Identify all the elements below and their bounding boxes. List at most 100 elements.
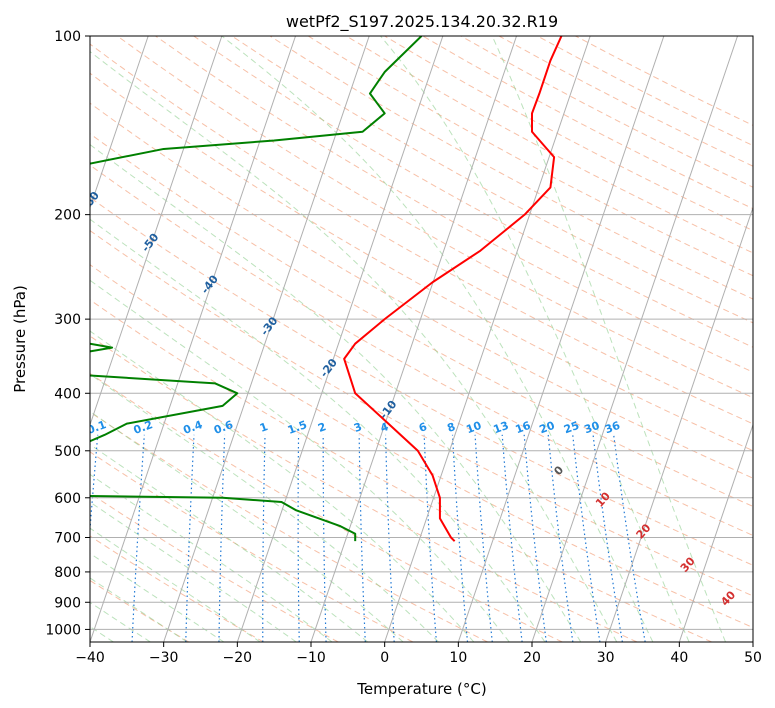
isotherm-line (457, 36, 665, 642)
dry-adiabat-line (307, 36, 753, 277)
dry-adiabat-line (90, 335, 638, 642)
moist-adiabat-line (90, 473, 333, 642)
mixing-ratio-line (384, 434, 395, 642)
y-tick-label: 300 (54, 312, 81, 328)
mixing-ratio-label: 1 (258, 420, 270, 435)
moist-adiabat-line (491, 36, 727, 642)
y-tick-label: 400 (54, 386, 81, 402)
dry-adiabat-line (90, 133, 753, 507)
isotherm-label: -20 (318, 356, 341, 380)
mixing-ratio-label: 36 (603, 419, 622, 437)
mixing-ratio-label: 13 (492, 419, 511, 436)
moist-adiabat-line (90, 527, 261, 642)
dry-adiabat-line (498, 36, 753, 167)
dry-adiabat-line (90, 451, 414, 642)
y-axis-label: Pressure (hPa) (11, 285, 29, 393)
isotherm-line (605, 206, 753, 642)
mixing-ratio-line (572, 434, 601, 642)
isotherm-label: -60 (80, 189, 103, 213)
y-tick-label: 700 (54, 531, 81, 547)
moist-adiabat-label: 0 (551, 463, 566, 478)
mixing-ratio-labels: 0.1 0.2 0.4 0.6 1 1.5 2 3 4 6 8 10 13 16 20 25 30 36 (90, 418, 622, 437)
dry-adiabat-line (193, 36, 753, 348)
moist-adiabat-line (380, 36, 690, 642)
mixing-ratio-line (451, 434, 469, 642)
dry-adiabat-line (90, 264, 753, 629)
moist-adiabat-line (90, 501, 297, 642)
mixing-ratio-line (474, 434, 493, 642)
isotherm-line (531, 36, 739, 642)
x-tick-label: −40 (75, 650, 105, 666)
isotherm-line (236, 36, 444, 642)
y-tick-label: 800 (54, 565, 81, 581)
dry-adiabat-line (384, 36, 753, 232)
mixing-ratio-line (131, 434, 145, 642)
isotherm-label: -30 (258, 314, 281, 338)
mixing-ratio-label: 10 (464, 419, 483, 437)
moist-adiabat-line (90, 218, 546, 642)
mixing-ratio-label: 2 (316, 420, 328, 435)
dry-adiabat-line (155, 36, 753, 373)
y-tick-label: 900 (54, 595, 81, 611)
isotherm-line (310, 36, 518, 642)
moist-adiabat-label: 40 (718, 588, 738, 608)
y-tick-label: 200 (54, 208, 81, 224)
moist-adiabat-line (90, 373, 439, 642)
mixing-ratio-line (262, 434, 266, 642)
isotherm-line (384, 36, 591, 642)
isotherm-line (678, 423, 753, 642)
moist-adiabat-line (90, 410, 404, 642)
isotherm-line (90, 36, 223, 427)
isotherm-line (163, 36, 370, 642)
profiles (90, 36, 563, 542)
mixing-ratio-label: 30 (582, 419, 601, 437)
moist-adiabats (90, 36, 727, 642)
mixing-ratio-line (358, 434, 366, 642)
mixing-ratio-label: 8 (445, 420, 457, 435)
dry-adiabat-line (90, 196, 753, 566)
moist-adiabat-line (90, 50, 618, 642)
mixing-ratio-label: 1.5 (286, 418, 309, 437)
dry-adiabat-line (537, 36, 753, 147)
dry-adiabat-line (90, 411, 488, 642)
y-tick-label: 1000 (45, 622, 81, 638)
moist-adiabat-line (90, 279, 510, 642)
dry-adiabat-line (90, 579, 190, 642)
moist-adiabat-label: 20 (634, 521, 654, 541)
mixing-ratio-line (547, 434, 574, 642)
chart-title: wetPf2_S197.2025.134.20.32.R19 (286, 12, 558, 32)
plot-area: -100-90-80-70-60-50-40-30-20-10 0.10.20.… (80, 36, 753, 642)
isotherm-line (752, 640, 753, 642)
plot-frame (89, 35, 754, 643)
y-tick-label: 600 (54, 491, 81, 507)
x-tick-label: 20 (523, 650, 541, 666)
mixing-ratio-line (185, 434, 195, 642)
x-tick-label: −30 (149, 650, 179, 666)
x-axis-label: Temperature (°C) (356, 680, 486, 698)
dry-adiabat-line (460, 36, 753, 188)
mixing-ratio-lines (90, 434, 646, 642)
pressure-grid (90, 36, 753, 630)
dry-adiabat-line (90, 535, 264, 642)
mixing-ratio-line (322, 434, 327, 642)
mixing-ratio-line (501, 434, 523, 642)
x-tick-label: −20 (223, 650, 253, 666)
y-tick-label: 100 (54, 29, 81, 45)
isotherm-label: -40 (199, 272, 222, 296)
dry-adiabat-line (90, 372, 563, 642)
x-tick-label: 0 (380, 650, 389, 666)
x-tick-label: 50 (744, 650, 762, 666)
x-tick-label: −10 (296, 650, 326, 666)
dry-adiabat-line (90, 72, 753, 452)
x-tick-label: 10 (449, 650, 467, 666)
mixing-ratio-line (297, 434, 300, 642)
dry-adiabat-line (90, 230, 753, 597)
mixing-ratio-label: 16 (514, 419, 533, 437)
y-tick-label: 500 (54, 444, 81, 460)
moist-adiabat-line (90, 443, 368, 642)
dry-adiabat-line (90, 43, 753, 425)
moist-adiabat-line (221, 36, 654, 642)
